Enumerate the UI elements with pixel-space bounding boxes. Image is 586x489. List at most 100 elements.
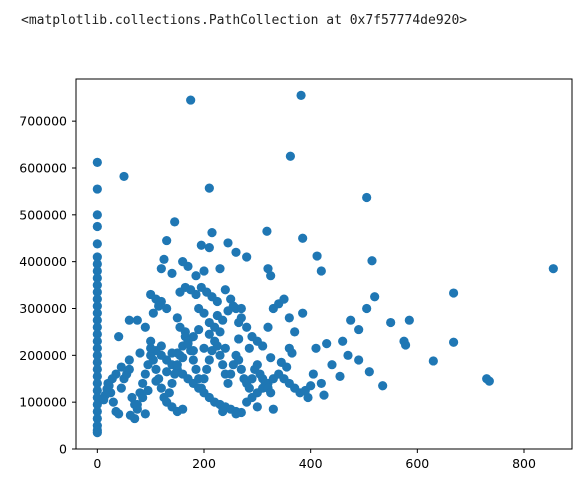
scatter-point xyxy=(234,334,244,344)
scatter-point xyxy=(215,264,225,274)
scatter-point xyxy=(92,252,102,262)
scatter-point xyxy=(138,392,148,403)
scatter-point xyxy=(132,399,142,410)
scatter-point xyxy=(140,369,150,379)
scatter-point xyxy=(223,378,233,389)
scatter-point xyxy=(196,383,206,393)
scatter-point xyxy=(92,428,102,438)
scatter-point xyxy=(449,337,459,347)
scatter-point xyxy=(242,252,252,262)
scatter-point xyxy=(484,376,494,386)
scatter-point xyxy=(199,343,209,353)
scatter-point xyxy=(268,404,278,414)
scatter-point xyxy=(204,329,214,339)
scatter-point xyxy=(298,233,308,243)
scatter-point xyxy=(114,331,124,342)
scatter-point xyxy=(167,378,177,389)
scatter-point xyxy=(175,287,185,297)
scatter-point xyxy=(92,364,102,374)
scatter-point xyxy=(199,266,209,276)
scatter-point xyxy=(151,364,161,374)
y-tick-label: 300000 xyxy=(19,301,67,316)
scatter-point xyxy=(92,239,102,249)
scatter-point xyxy=(146,336,156,346)
scatter-point xyxy=(298,308,308,318)
scatter-point xyxy=(354,324,364,335)
scatter-point xyxy=(183,261,193,271)
scatter-point xyxy=(156,341,166,351)
scatter-point xyxy=(319,390,329,400)
axis-ticks: 0 200 400 600 800 0 100000 200000 300000 400000 50… xyxy=(19,114,536,471)
scatter-point xyxy=(370,292,380,302)
scatter-point xyxy=(156,264,166,274)
scatter-point xyxy=(204,355,214,365)
scatter-point xyxy=(262,226,272,236)
y-tick-label: 200000 xyxy=(19,348,67,363)
scatter-point xyxy=(164,388,174,398)
scatter-point xyxy=(92,308,102,318)
scatter-point xyxy=(223,306,233,316)
scatter-point xyxy=(125,410,135,420)
scatter-point xyxy=(92,280,102,290)
scatter-point xyxy=(140,409,150,419)
scatter-point xyxy=(154,301,164,311)
scatter-point xyxy=(428,356,438,366)
scatter-point xyxy=(92,294,102,304)
scatter-point xyxy=(92,184,102,194)
scatter-point xyxy=(138,378,148,389)
scatter-point xyxy=(449,288,459,298)
scatter-point xyxy=(92,266,102,276)
scatter-point xyxy=(234,317,244,328)
y-tick-label: 0 xyxy=(59,442,67,457)
scatter-point xyxy=(204,183,214,193)
scatter-point xyxy=(140,322,150,332)
scatter-point xyxy=(312,251,322,261)
scatter-point xyxy=(107,374,117,384)
scatter-point xyxy=(231,409,241,419)
scatter-point xyxy=(183,339,193,349)
scatter-point xyxy=(92,259,102,269)
scatter-point xyxy=(279,294,289,304)
scatter-point xyxy=(116,383,126,393)
scatter-point xyxy=(99,395,109,405)
scatter-point xyxy=(247,374,257,384)
scatter-point xyxy=(362,192,372,203)
scatter-point xyxy=(146,343,156,353)
scatter-point xyxy=(116,362,126,372)
scatter-point xyxy=(92,371,102,382)
scatter-point xyxy=(258,341,268,351)
scatter-point xyxy=(172,360,182,370)
x-tick-label: 200 xyxy=(192,456,216,471)
scatter-point xyxy=(266,353,276,363)
y-tick-label: 500000 xyxy=(19,207,67,222)
scatter-point xyxy=(191,271,201,281)
scatter-point xyxy=(364,367,374,377)
y-tick-label: 600000 xyxy=(19,160,67,175)
scatter-point xyxy=(159,254,169,264)
scatter-point xyxy=(220,343,230,353)
scatter-point xyxy=(92,385,102,396)
scatter-point xyxy=(284,313,294,323)
scatter-point xyxy=(124,364,134,374)
scatter-point xyxy=(143,385,153,396)
scatter-point xyxy=(167,268,177,278)
scatter-point xyxy=(220,285,230,295)
scatter-point xyxy=(92,315,102,325)
scatter-point xyxy=(266,388,276,398)
scatter-point xyxy=(322,339,332,349)
scatter-point xyxy=(92,329,102,339)
scatter-point xyxy=(108,397,118,407)
y-tick-label: 700000 xyxy=(19,114,67,129)
scatter-point xyxy=(236,364,246,374)
scatter-point xyxy=(263,264,273,274)
scatter-point xyxy=(119,171,129,182)
scatter-point xyxy=(282,362,292,372)
scatter-point xyxy=(346,315,356,325)
scatter-point xyxy=(215,350,225,360)
scatter-point xyxy=(114,409,124,419)
scatter-point xyxy=(343,350,353,360)
scatter-point xyxy=(170,369,180,379)
scatter-point xyxy=(215,327,225,337)
scatter-point xyxy=(285,151,295,161)
scatter-point xyxy=(252,402,262,412)
